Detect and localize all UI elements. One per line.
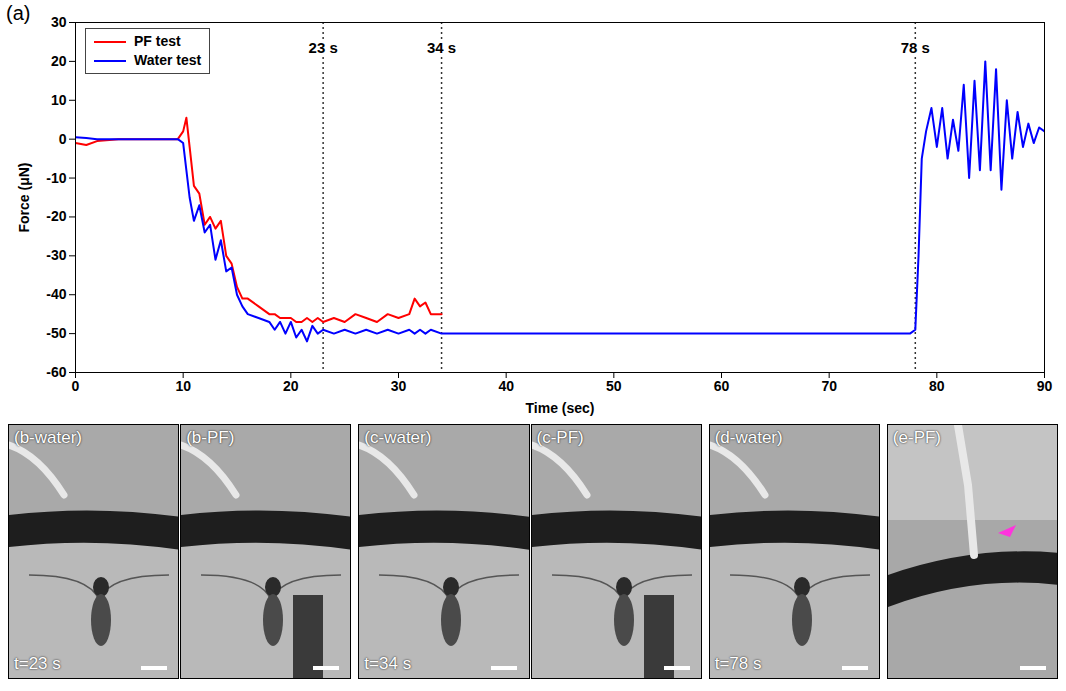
html-text:(c-PF): (c-PF) bbox=[536, 428, 584, 447]
svg-text:0: 0 bbox=[59, 131, 67, 147]
svg-text:80: 80 bbox=[929, 378, 945, 394]
svg-text:-10: -10 bbox=[46, 170, 66, 186]
html-text:t=34 s: t=34 s bbox=[364, 654, 412, 673]
svg-text:Time (sec): Time (sec) bbox=[526, 400, 595, 416]
svg-text:0: 0 bbox=[72, 378, 80, 394]
html-text:t=78 s: t=78 s bbox=[714, 654, 762, 673]
html-text:(d-water): (d-water) bbox=[714, 428, 783, 447]
svg-text:10: 10 bbox=[51, 92, 67, 108]
html-text:(b-water): (b-water) bbox=[14, 428, 82, 447]
svg-text:-40: -40 bbox=[46, 286, 66, 302]
svg-text:34 s: 34 s bbox=[427, 39, 456, 56]
html-text:(e-PF): (e-PF) bbox=[892, 428, 941, 447]
svg-text:40: 40 bbox=[498, 378, 514, 394]
html-text:(c-water): (c-water) bbox=[364, 428, 432, 447]
svg-text:-50: -50 bbox=[46, 325, 66, 341]
svg-text:10: 10 bbox=[175, 378, 191, 394]
svg-text:23 s: 23 s bbox=[309, 39, 338, 56]
svg-text:78 s: 78 s bbox=[901, 39, 930, 56]
svg-text:30: 30 bbox=[51, 14, 67, 30]
html-text:(b-PF): (b-PF) bbox=[186, 428, 235, 447]
svg-text:-30: -30 bbox=[46, 247, 66, 263]
html-text:PF test: PF test bbox=[134, 33, 181, 49]
html-text:t=23 s: t=23 s bbox=[14, 654, 61, 673]
svg-text:Force (μN): Force (μN) bbox=[16, 162, 32, 232]
svg-text:-20: -20 bbox=[46, 208, 66, 224]
svg-text:20: 20 bbox=[51, 53, 67, 69]
svg-text:-60: -60 bbox=[46, 364, 66, 380]
svg-text:60: 60 bbox=[714, 378, 730, 394]
svg-text:30: 30 bbox=[391, 378, 407, 394]
svg-text:70: 70 bbox=[821, 378, 837, 394]
svg-text:50: 50 bbox=[606, 378, 622, 394]
svg-text:90: 90 bbox=[1037, 378, 1053, 394]
svg-text:20: 20 bbox=[283, 378, 299, 394]
html-text:(a): (a) bbox=[6, 2, 31, 24]
html-text:Water test: Water test bbox=[134, 52, 202, 68]
